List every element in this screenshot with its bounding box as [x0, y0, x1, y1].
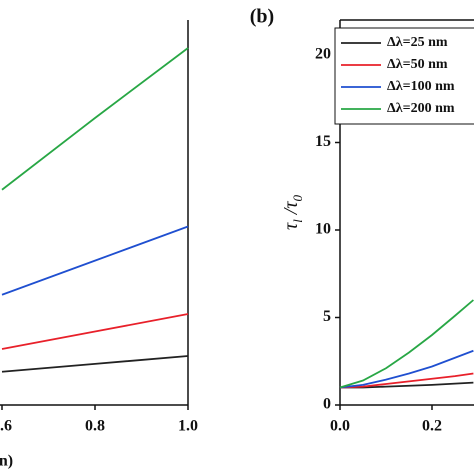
legend-label: Δλ=50 nm: [387, 57, 448, 72]
legend-box: [334, 27, 474, 125]
x-axis-label: n): [0, 453, 13, 470]
y-label-part: /τ: [280, 201, 302, 220]
series-line: [339, 299, 474, 389]
x-tick-label: 0.0: [330, 418, 350, 435]
legend-label: Δλ=25 nm: [387, 35, 448, 50]
y-label-part: l: [290, 219, 305, 223]
y-tick-label: 20: [315, 46, 331, 63]
y-tick-label: 15: [315, 133, 331, 150]
x-tick-label: 0.6: [0, 418, 12, 435]
series-line: [1, 355, 189, 373]
y-label-part: τ: [280, 222, 302, 230]
y-label-part: 0: [290, 194, 305, 201]
series-line: [1, 313, 189, 350]
x-tick-label: 0.2: [422, 418, 442, 435]
series-line: [339, 372, 474, 389]
x-tick-label: 0.8: [85, 418, 105, 435]
y-tick-label: 10: [315, 221, 331, 238]
series-line: [1, 47, 189, 191]
legend-label: Δλ=100 nm: [387, 79, 455, 94]
series-line: [339, 349, 474, 389]
x-tick-label: 1.0: [178, 418, 198, 435]
y-tick-label: 0: [323, 396, 331, 413]
legend-label: Δλ=200 nm: [387, 101, 455, 116]
chart-title: (b): [250, 6, 274, 28]
y-tick-label: 5: [323, 308, 331, 325]
series-line: [1, 225, 189, 296]
y-axis-label: τl /τ0: [280, 194, 306, 230]
